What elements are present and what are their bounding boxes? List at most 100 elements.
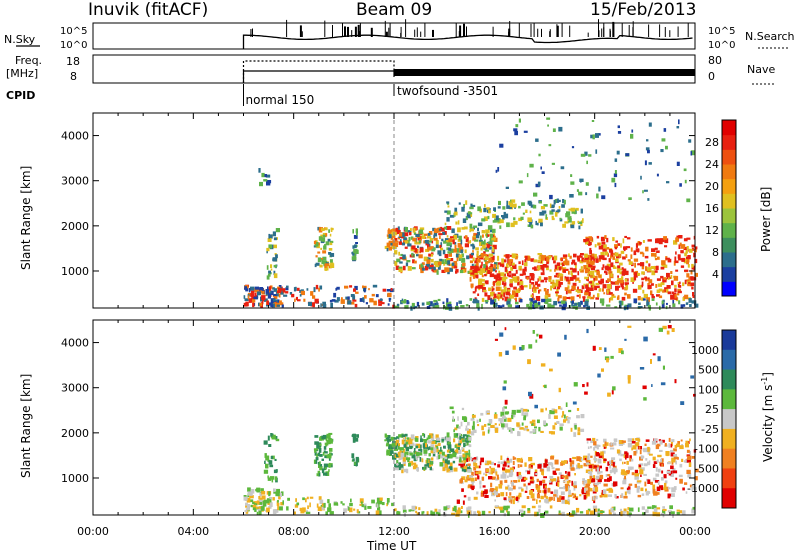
data-cell: [483, 216, 488, 221]
data-cell: [685, 459, 688, 463]
data-cell: [686, 246, 689, 250]
data-cell: [584, 391, 588, 395]
data-cell: [627, 442, 633, 448]
data-cell: [523, 510, 526, 515]
data-cell: [556, 497, 561, 502]
data-cell: [580, 266, 583, 269]
data-cell: [492, 255, 495, 261]
data-cell: [592, 294, 595, 298]
data-cell: [645, 147, 650, 151]
data-cell: [267, 435, 270, 441]
colorbar-swatch: [722, 409, 736, 430]
data-cell: [521, 488, 524, 492]
data-cell: [464, 439, 466, 442]
data-cell: [306, 288, 309, 291]
data-cell: [403, 237, 407, 241]
data-cell: [324, 451, 328, 454]
data-cell: [329, 242, 333, 246]
data-cell: [438, 233, 443, 236]
data-cell: [692, 300, 697, 304]
data-cell: [671, 280, 674, 286]
data-cell: [463, 442, 466, 448]
data-cell: [269, 464, 274, 468]
data-cell: [502, 297, 504, 301]
data-cell: [314, 459, 318, 464]
data-cell: [596, 235, 600, 239]
data-cell: [275, 436, 278, 440]
data-cell: [619, 300, 622, 306]
data-cell: [465, 237, 469, 243]
data-cell: [609, 292, 613, 295]
data-cell: [493, 291, 495, 295]
data-cell: [265, 174, 271, 178]
data-cell: [596, 285, 600, 288]
data-cell: [555, 478, 559, 482]
data-cell: [519, 298, 523, 303]
data-cell: [455, 268, 459, 273]
data-cell: [436, 270, 439, 275]
data-cell: [495, 486, 498, 492]
data-cell: [684, 269, 689, 272]
data-cell: [626, 452, 629, 455]
data-cell: [633, 258, 639, 262]
data-cell: [502, 462, 507, 467]
data-cell: [319, 461, 321, 465]
data-cell: [656, 492, 660, 495]
data-cell: [564, 276, 567, 280]
data-cell: [651, 294, 654, 298]
data-cell: [386, 435, 389, 438]
data-cell: [574, 302, 577, 306]
data-cell: [328, 252, 332, 255]
data-cell: [261, 172, 265, 178]
data-cell: [282, 500, 284, 505]
data-cell: [624, 278, 628, 282]
data-cell: [461, 447, 464, 450]
data-cell: [639, 449, 642, 455]
data-cell: [474, 287, 477, 292]
data-cell: [409, 452, 413, 456]
data-cell: [620, 453, 625, 457]
data-cell: [487, 225, 493, 230]
data-cell: [638, 302, 641, 305]
data-cell: [393, 448, 398, 451]
data-cell: [426, 458, 429, 463]
data-cell: [589, 475, 593, 480]
data-cell: [515, 124, 519, 128]
data-cell: [402, 509, 407, 513]
data-cell: [590, 468, 593, 473]
data-cell: [397, 226, 400, 231]
data-cell: [518, 217, 523, 222]
data-cell: [470, 418, 475, 421]
data-cell: [638, 446, 641, 450]
data-cell: [462, 439, 465, 443]
data-cell: [473, 457, 477, 460]
data-cell: [607, 461, 611, 466]
data-cell: [551, 204, 555, 208]
data-cell: [681, 458, 684, 462]
data-cell: [629, 507, 634, 512]
data-cell: [610, 463, 615, 466]
data-cell: [426, 259, 431, 265]
data-cell: [508, 487, 512, 491]
data-cell: [623, 248, 626, 252]
data-cell: [653, 508, 658, 512]
data-cell: [515, 269, 518, 274]
data-cell: [273, 491, 276, 494]
data-cell: [411, 505, 416, 511]
data-cell: [645, 260, 648, 264]
data-cell: [682, 297, 685, 301]
data-cell: [612, 512, 616, 516]
data-cell: [330, 263, 335, 268]
data-cell: [591, 478, 596, 483]
data-cell: [595, 133, 599, 138]
data-cell: [620, 283, 624, 288]
data-cell: [678, 235, 683, 239]
data-cell: [450, 258, 454, 262]
data-cell: [418, 229, 424, 235]
data-cell: [663, 264, 668, 268]
data-cell: [615, 285, 619, 291]
nsky-label: N.Sky: [4, 33, 36, 46]
data-cell: [483, 259, 487, 262]
data-cell: [506, 222, 510, 228]
data-cell: [590, 260, 595, 265]
